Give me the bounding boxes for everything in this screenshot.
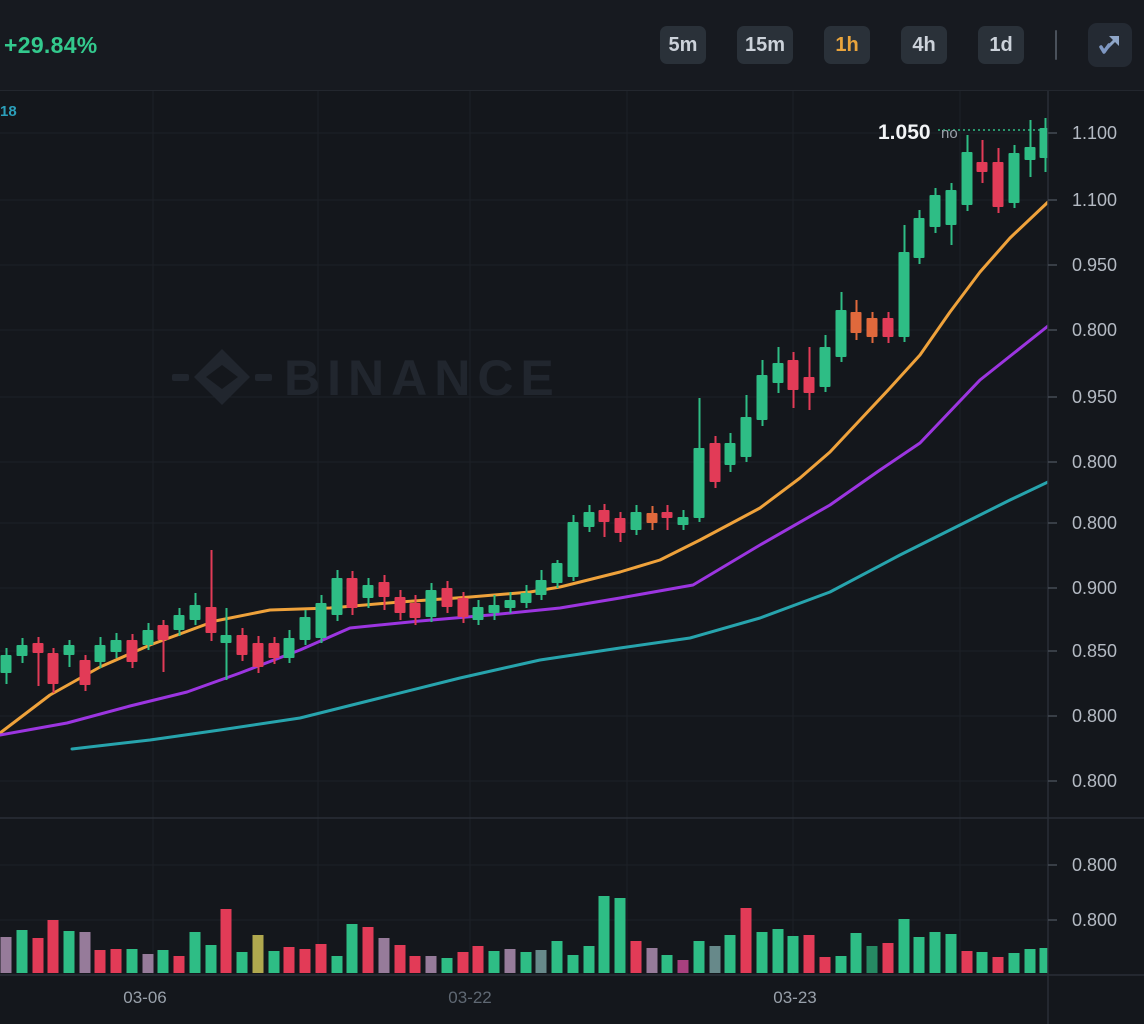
ma-slow-teal xyxy=(70,480,1048,751)
price-axis-label: 1.100 xyxy=(1072,123,1117,143)
price-axis-label: 0.800 xyxy=(1072,513,1117,533)
price-axis-label: 0.800 xyxy=(1072,855,1117,875)
time-axis-label: 03-22 xyxy=(448,988,491,1007)
expand-arrows-icon xyxy=(1099,36,1119,54)
watermark-text: BINANCE xyxy=(284,350,561,406)
timeframe-button-15m[interactable]: 15m xyxy=(736,26,793,64)
price-axis-label: 0.950 xyxy=(1072,255,1117,275)
price-axis-label: 0.800 xyxy=(1072,706,1117,726)
price-axis-label: 0.800 xyxy=(1072,320,1117,340)
timeframe-selector: 5m 15m 1h 4h 1d xyxy=(659,23,1132,67)
ma-fast-orange xyxy=(0,200,1048,735)
watermark-dash-right xyxy=(255,374,272,381)
price-axis-label: 0.900 xyxy=(1072,578,1117,598)
ma-mid-purple xyxy=(0,324,1048,737)
toolbar-divider xyxy=(1055,30,1057,60)
gridlines xyxy=(0,90,1048,975)
chart-toolbar: +29.84% 5m 15m 1h 4h 1d xyxy=(0,0,1144,91)
timeframe-button-5m[interactable]: 5m xyxy=(659,26,706,64)
price-axis-label: 0.950 xyxy=(1072,387,1117,407)
current-price-label: 1.050 xyxy=(878,121,931,144)
plot-area xyxy=(0,118,1048,973)
time-axis[interactable]: 03-06 03-22 03-23 xyxy=(123,988,816,1007)
volume-series xyxy=(0,896,1048,973)
time-axis-label: 03-23 xyxy=(773,988,816,1007)
current-price-suffix: no xyxy=(941,125,958,142)
binance-watermark: BINANCE xyxy=(172,349,561,406)
expand-chart-button[interactable] xyxy=(1088,23,1132,67)
price-axis-label: 0.800 xyxy=(1072,452,1117,472)
price-axis-label: 0.800 xyxy=(1072,910,1117,930)
watermark-dash-left xyxy=(172,374,189,381)
binance-diamond-logo xyxy=(194,349,250,405)
timeframe-button-1d[interactable]: 1d xyxy=(978,26,1024,64)
price-change-percent: +29.84% xyxy=(4,31,98,58)
timeframe-button-1h[interactable]: 1h xyxy=(824,26,870,64)
price-axis-label: 1.100 xyxy=(1072,190,1117,210)
time-axis-label: 03-06 xyxy=(123,988,166,1007)
price-axis-label: 0.800 xyxy=(1072,771,1117,791)
price-axis-label: 0.850 xyxy=(1072,641,1117,661)
timeframe-button-4h[interactable]: 4h xyxy=(901,26,947,64)
indicator-legend-fragment: 18 xyxy=(0,103,17,120)
candlestick-series xyxy=(0,118,1048,693)
price-axis[interactable]: 1.100 1.100 0.950 0.800 0.950 0.800 0.800 0.900… xyxy=(1048,123,1117,930)
